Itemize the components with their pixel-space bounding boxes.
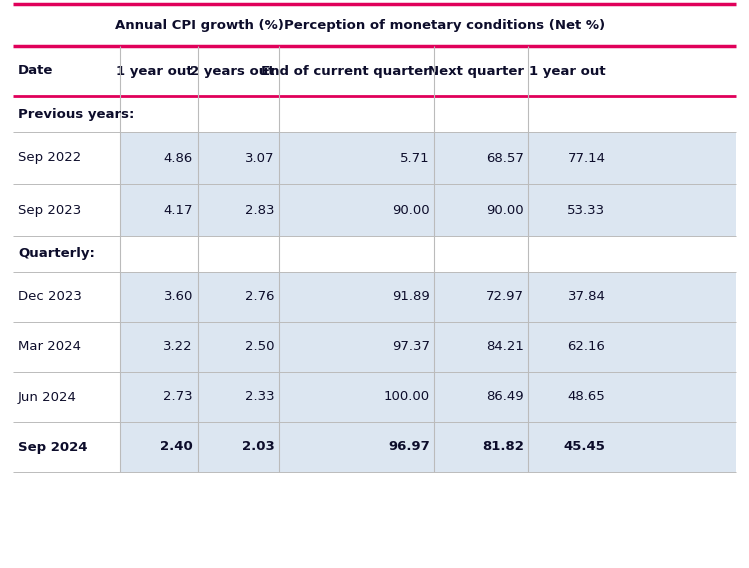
Text: 2.76: 2.76 <box>245 290 275 303</box>
Text: 3.60: 3.60 <box>164 290 193 303</box>
Bar <box>121 322 736 372</box>
Bar <box>121 272 736 322</box>
Text: Previous years:: Previous years: <box>18 107 134 120</box>
Text: 91.89: 91.89 <box>392 290 430 303</box>
Text: 96.97: 96.97 <box>388 441 430 453</box>
Text: 3.07: 3.07 <box>245 152 275 165</box>
Text: 1 year out: 1 year out <box>117 65 193 77</box>
Text: Sep 2024: Sep 2024 <box>18 441 88 453</box>
Text: 2.50: 2.50 <box>245 340 275 353</box>
Text: 48.65: 48.65 <box>568 391 605 403</box>
Text: Jun 2024: Jun 2024 <box>18 391 77 403</box>
Text: 97.37: 97.37 <box>392 340 430 353</box>
Text: Quarterly:: Quarterly: <box>18 248 95 261</box>
Bar <box>121 372 736 422</box>
Text: Dec 2023: Dec 2023 <box>18 290 82 303</box>
Text: 2.03: 2.03 <box>242 441 275 453</box>
Text: 68.57: 68.57 <box>486 152 524 165</box>
Text: Mar 2024: Mar 2024 <box>18 340 81 353</box>
Text: 37.84: 37.84 <box>568 290 605 303</box>
Bar <box>121 184 736 236</box>
Text: 2.83: 2.83 <box>245 203 275 216</box>
Text: 5.71: 5.71 <box>400 152 430 165</box>
Text: 45.45: 45.45 <box>563 441 605 453</box>
Text: Perception of monetary conditions (Net %): Perception of monetary conditions (Net %… <box>284 19 605 31</box>
Text: 53.33: 53.33 <box>567 203 605 216</box>
Text: 100.00: 100.00 <box>383 391 430 403</box>
Text: 2.40: 2.40 <box>160 441 193 453</box>
Text: 4.17: 4.17 <box>163 203 193 216</box>
Text: End of current quarter: End of current quarter <box>261 65 430 77</box>
Bar <box>121 422 736 472</box>
Text: 1 year out: 1 year out <box>529 65 605 77</box>
Text: 90.00: 90.00 <box>486 203 524 216</box>
Text: Annual CPI growth (%): Annual CPI growth (%) <box>115 19 284 31</box>
Text: 90.00: 90.00 <box>392 203 430 216</box>
Text: 2.73: 2.73 <box>163 391 193 403</box>
Text: 4.86: 4.86 <box>164 152 193 165</box>
Text: 2 years out: 2 years out <box>190 65 275 77</box>
Text: Next quarter: Next quarter <box>428 65 524 77</box>
Text: 84.21: 84.21 <box>486 340 524 353</box>
Text: 86.49: 86.49 <box>486 391 524 403</box>
Text: Sep 2022: Sep 2022 <box>18 152 81 165</box>
Text: Sep 2023: Sep 2023 <box>18 203 81 216</box>
Text: 62.16: 62.16 <box>568 340 605 353</box>
Text: Date: Date <box>18 65 53 77</box>
Text: 72.97: 72.97 <box>486 290 524 303</box>
Text: 3.22: 3.22 <box>163 340 193 353</box>
Text: 77.14: 77.14 <box>568 152 605 165</box>
Bar <box>121 132 736 184</box>
Text: 81.82: 81.82 <box>482 441 524 453</box>
Text: 2.33: 2.33 <box>245 391 275 403</box>
